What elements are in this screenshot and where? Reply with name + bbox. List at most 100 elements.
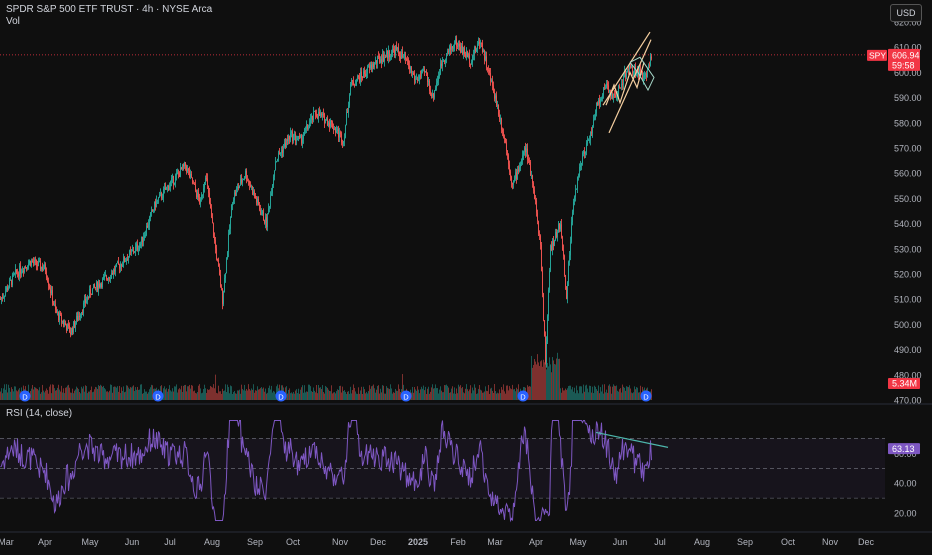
candle-body (306, 124, 307, 129)
volume-bar (121, 387, 122, 400)
volume-bar (477, 393, 478, 400)
volume-bar (206, 392, 207, 400)
candle-body (351, 80, 352, 85)
candle-body (105, 275, 106, 277)
candle-body (110, 278, 111, 280)
candle-body (366, 73, 367, 76)
volume-bar (377, 385, 378, 400)
candle-body (593, 119, 594, 127)
volume-bar (329, 390, 330, 400)
candle-body (561, 224, 562, 237)
volume-bar (217, 393, 218, 400)
volume-bar (175, 386, 176, 400)
candle-body (559, 223, 560, 230)
volume-bar (380, 388, 381, 400)
candle-body (255, 196, 256, 199)
volume-bar (299, 393, 300, 400)
candle-body (350, 84, 351, 95)
candle-body (391, 53, 392, 57)
volume-bar (248, 384, 249, 400)
candle-body (134, 251, 135, 253)
volume-bar (635, 389, 636, 400)
candle-body (129, 250, 130, 257)
volume-bar (104, 388, 105, 400)
volume-bar (221, 393, 222, 400)
candle-body (164, 187, 165, 190)
candle-body (40, 260, 41, 270)
candle-body (142, 236, 143, 243)
volume-bar (495, 390, 496, 400)
candle-body (523, 151, 524, 156)
volume-bar (457, 393, 458, 400)
candle-body (343, 140, 344, 144)
candle-body (55, 304, 56, 310)
candle-body (230, 216, 231, 229)
volume-bar (177, 392, 178, 400)
candle-body (323, 113, 324, 115)
volume-bar (244, 384, 245, 400)
volume-bar (297, 393, 298, 400)
candle-body (397, 47, 398, 50)
volume-bar (492, 390, 493, 400)
candle-body (139, 245, 140, 250)
volume-bar (514, 388, 515, 400)
candle-body (439, 74, 440, 76)
currency-button[interactable]: USD (890, 4, 922, 22)
candle-body (441, 63, 442, 66)
volume-bar (626, 386, 627, 400)
volume-bar (332, 393, 333, 400)
candle-body (204, 182, 205, 189)
volume-bar (301, 387, 302, 400)
candle-body (451, 46, 452, 50)
volume-bar (59, 389, 60, 400)
candle-body (58, 312, 59, 320)
candle-body (263, 211, 264, 221)
candle-body (337, 129, 338, 131)
candle-body (155, 201, 156, 207)
candle-body (487, 67, 488, 71)
candle-body (321, 113, 322, 116)
volume-bar (130, 387, 131, 400)
volume-bar (506, 385, 507, 400)
volume-bar (183, 385, 184, 400)
candle-body (121, 264, 122, 267)
candle-body (259, 204, 260, 210)
volume-bar (561, 392, 562, 400)
candle-body (382, 54, 383, 63)
time-axis-label: Mar (487, 537, 503, 547)
candle-body (412, 72, 413, 74)
volume-bar (10, 391, 11, 400)
volume-bar (259, 389, 260, 400)
volume-bar (358, 387, 359, 400)
candle-body (500, 118, 501, 120)
volume-bar (458, 384, 459, 400)
rsi-tick-label: 20.00 (894, 509, 917, 519)
volume-bar (245, 390, 246, 400)
volume-bar (627, 386, 628, 400)
price-tick-label: 610.00 (894, 43, 922, 53)
candle-body (370, 64, 371, 69)
candle-body (376, 60, 377, 64)
volume-bar (537, 354, 538, 400)
candle-body (596, 102, 597, 114)
candle-body (375, 60, 376, 63)
volume-bar (368, 391, 369, 400)
volume-bar (342, 386, 343, 400)
candle-body (604, 87, 605, 89)
candle-body (280, 153, 281, 155)
candle-body (546, 341, 547, 363)
candle-body (489, 70, 490, 73)
volume-bar (468, 391, 469, 400)
candle-body (510, 171, 511, 177)
volume-bar (69, 387, 70, 400)
candle-body (214, 236, 215, 241)
candle-body (492, 80, 493, 86)
candle-body (128, 256, 129, 261)
candle-body (258, 199, 259, 205)
volume-bar (557, 352, 558, 400)
volume-bar (272, 392, 273, 400)
volume-bar (362, 393, 363, 400)
volume-bar (365, 393, 366, 400)
